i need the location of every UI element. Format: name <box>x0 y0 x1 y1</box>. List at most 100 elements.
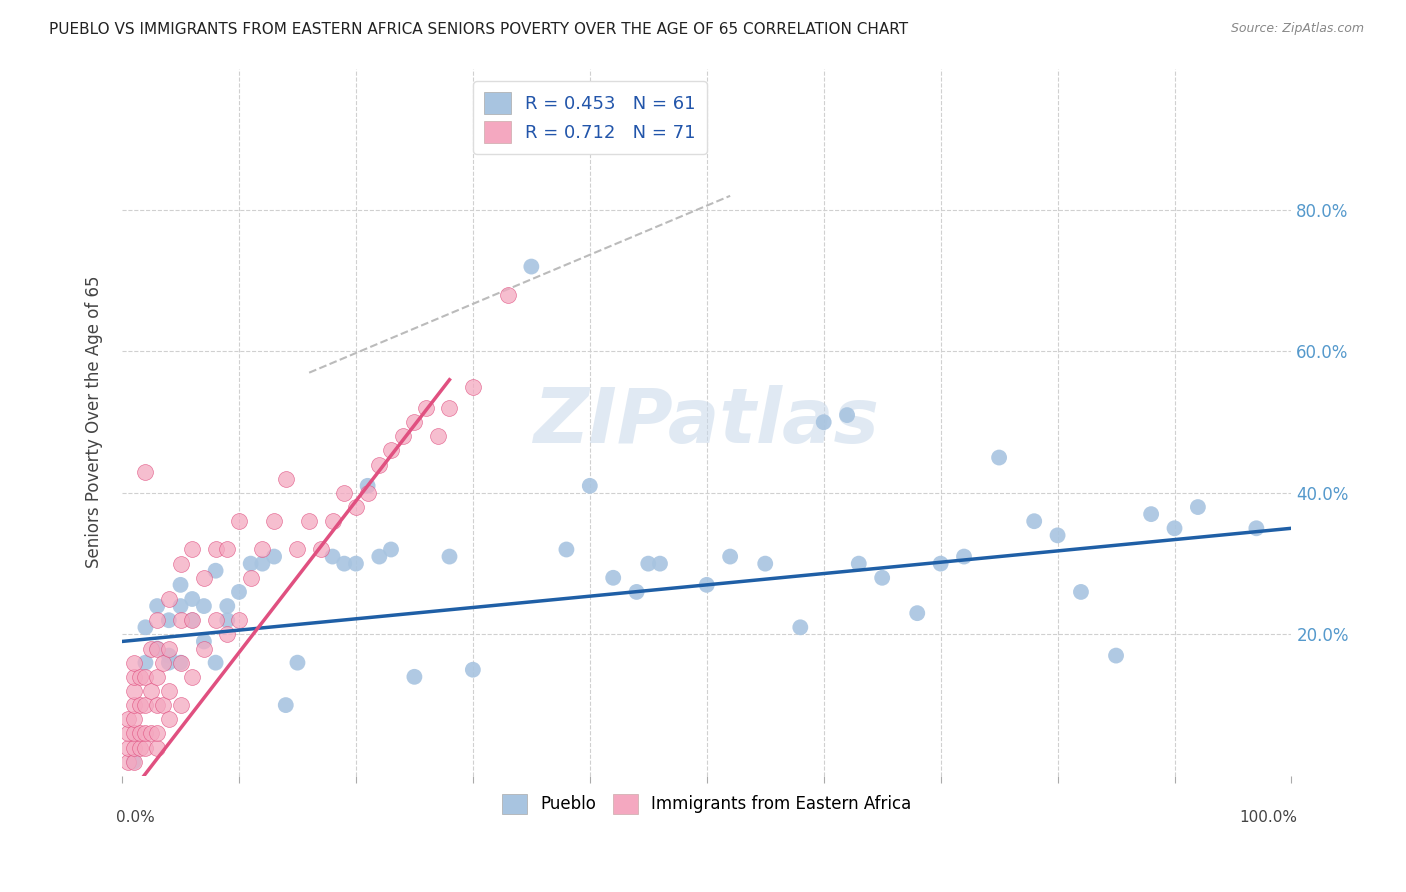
Point <box>1246 521 1268 535</box>
Text: 100.0%: 100.0% <box>1239 810 1298 825</box>
Point <box>169 578 191 592</box>
Point <box>322 549 344 564</box>
Point <box>122 726 145 740</box>
Point <box>578 479 600 493</box>
Point <box>122 698 145 712</box>
Point <box>1163 521 1185 535</box>
Point <box>169 599 191 613</box>
Point <box>134 698 156 712</box>
Point <box>1105 648 1128 663</box>
Point <box>146 670 169 684</box>
Point <box>309 542 332 557</box>
Point <box>263 514 285 528</box>
Point <box>439 401 461 415</box>
Point <box>1070 585 1092 599</box>
Point <box>134 465 156 479</box>
Point <box>169 613 191 627</box>
Point <box>181 592 204 607</box>
Point <box>169 698 191 712</box>
Point <box>626 585 648 599</box>
Point <box>146 726 169 740</box>
Point <box>648 557 671 571</box>
Point <box>217 613 239 627</box>
Point <box>602 571 624 585</box>
Point <box>169 656 191 670</box>
Point <box>157 656 180 670</box>
Point <box>789 620 811 634</box>
Point <box>141 641 163 656</box>
Point <box>404 415 426 429</box>
Point <box>217 542 239 557</box>
Text: 0.0%: 0.0% <box>117 810 155 825</box>
Point <box>380 542 402 557</box>
Point <box>146 641 169 656</box>
Point <box>835 408 858 422</box>
Point <box>122 684 145 698</box>
Point <box>204 656 226 670</box>
Point <box>181 670 204 684</box>
Point <box>146 599 169 613</box>
Point <box>228 585 250 599</box>
Point <box>193 641 215 656</box>
Point <box>439 549 461 564</box>
Point <box>1024 514 1046 528</box>
Point <box>157 684 180 698</box>
Point <box>122 670 145 684</box>
Point <box>380 443 402 458</box>
Point <box>117 740 139 755</box>
Point <box>157 641 180 656</box>
Point <box>128 726 150 740</box>
Point <box>134 656 156 670</box>
Point <box>134 740 156 755</box>
Point <box>870 571 893 585</box>
Point <box>344 557 367 571</box>
Point <box>252 557 274 571</box>
Point <box>146 613 169 627</box>
Point <box>134 620 156 634</box>
Point <box>344 500 367 514</box>
Point <box>146 698 169 712</box>
Point <box>368 549 391 564</box>
Point <box>228 613 250 627</box>
Point <box>122 712 145 726</box>
Point <box>157 712 180 726</box>
Point <box>415 401 437 415</box>
Point <box>333 486 356 500</box>
Point <box>169 557 191 571</box>
Point <box>128 670 150 684</box>
Point <box>239 557 262 571</box>
Text: ZIPatlas: ZIPatlas <box>534 385 880 459</box>
Point <box>287 542 309 557</box>
Point <box>122 755 145 769</box>
Point <box>204 564 226 578</box>
Point <box>157 613 180 627</box>
Point <box>217 599 239 613</box>
Point <box>333 557 356 571</box>
Point <box>287 656 309 670</box>
Point <box>391 429 413 443</box>
Point <box>718 549 741 564</box>
Point <box>181 613 204 627</box>
Point <box>128 698 150 712</box>
Point <box>117 712 139 726</box>
Point <box>146 740 169 755</box>
Point <box>496 288 519 302</box>
Point <box>461 663 484 677</box>
Point <box>929 557 952 571</box>
Point <box>404 670 426 684</box>
Y-axis label: Seniors Poverty Over the Age of 65: Seniors Poverty Over the Age of 65 <box>86 276 103 568</box>
Point <box>181 542 204 557</box>
Legend: Pueblo, Immigrants from Eastern Africa: Pueblo, Immigrants from Eastern Africa <box>495 787 918 821</box>
Point <box>134 670 156 684</box>
Point <box>128 740 150 755</box>
Point <box>356 486 378 500</box>
Point <box>122 656 145 670</box>
Point <box>217 627 239 641</box>
Point <box>193 571 215 585</box>
Point <box>228 514 250 528</box>
Point <box>1187 500 1209 514</box>
Point <box>520 260 543 274</box>
Point <box>274 698 297 712</box>
Point <box>157 648 180 663</box>
Text: PUEBLO VS IMMIGRANTS FROM EASTERN AFRICA SENIORS POVERTY OVER THE AGE OF 65 CORR: PUEBLO VS IMMIGRANTS FROM EASTERN AFRICA… <box>49 22 908 37</box>
